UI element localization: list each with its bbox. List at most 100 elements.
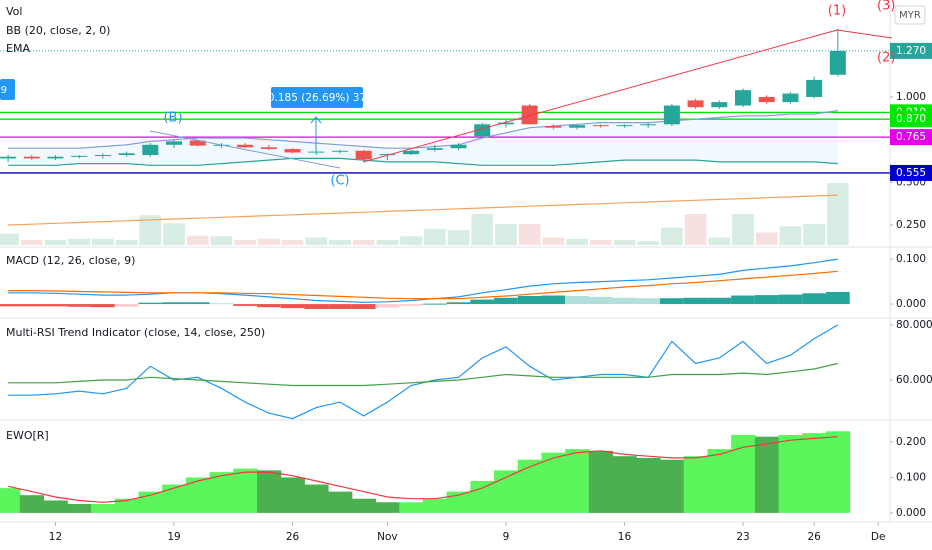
candle-body xyxy=(142,144,159,156)
volume-bar xyxy=(661,227,683,245)
x-tick-label: De xyxy=(871,531,886,543)
pane-title: EWO[R] xyxy=(6,429,49,442)
ewo-bar xyxy=(612,456,637,513)
ewo-bar xyxy=(67,504,92,513)
measure-box xyxy=(271,87,363,108)
volume-bar xyxy=(732,214,754,245)
candle-body xyxy=(663,105,680,125)
macd-histogram-bar xyxy=(19,304,44,307)
macd-histogram-bar xyxy=(91,304,115,308)
macd-histogram-bar xyxy=(660,298,684,305)
ewo-bar xyxy=(19,495,45,513)
volume-bar xyxy=(44,240,67,245)
ewo-bar xyxy=(43,500,68,513)
y-tick-label: 0.000 xyxy=(896,298,926,310)
ewo-bar xyxy=(707,449,732,513)
y-tick-label: 0.000 xyxy=(896,507,926,519)
y-tick-label: 0.100 xyxy=(896,253,926,265)
candle-body xyxy=(497,122,514,125)
x-tick-label: 19 xyxy=(167,531,180,543)
macd-histogram-bar xyxy=(162,302,186,305)
volume-bar xyxy=(566,238,588,245)
line-series xyxy=(7,436,838,503)
volume-bar xyxy=(755,232,778,245)
candle-body xyxy=(569,125,586,128)
macd-histogram-bar xyxy=(304,304,329,310)
macd-histogram-bar xyxy=(399,304,423,306)
ewo-bar xyxy=(328,491,353,513)
candle-body xyxy=(758,96,775,103)
macd-histogram-bar xyxy=(114,304,139,307)
candle-body xyxy=(829,50,846,75)
wave-label: (2) xyxy=(877,51,895,66)
price-tag-label: 0.555 xyxy=(896,167,926,179)
badge-label: 29 xyxy=(0,85,7,96)
candle-body xyxy=(308,151,325,153)
candle-body xyxy=(260,147,277,150)
ewo-bar xyxy=(778,434,803,513)
ewo-bar xyxy=(304,484,329,513)
candle-body xyxy=(687,100,704,108)
x-tick-label: Nov xyxy=(377,531,398,543)
legend-label: Vol xyxy=(6,5,22,18)
macd-histogram-bar xyxy=(754,295,779,305)
volume-bar xyxy=(684,214,707,245)
volume-bar xyxy=(518,223,541,245)
ewo-bar xyxy=(565,449,590,513)
ewo-bar xyxy=(399,502,424,513)
macd-histogram-bar xyxy=(802,293,826,305)
candle-body xyxy=(545,126,562,128)
ewo-bar xyxy=(825,431,851,513)
macd-histogram-bar xyxy=(43,304,68,307)
candle-body xyxy=(355,150,372,160)
volume-bar xyxy=(400,236,422,245)
candle-body xyxy=(426,148,443,150)
macd-histogram-bar xyxy=(256,304,281,308)
volume-bar xyxy=(471,214,494,245)
candle-body xyxy=(94,155,111,157)
price-tag-label: 1.270 xyxy=(896,45,926,57)
x-tick-label: 16 xyxy=(618,531,632,543)
y-tick-label: 0.200 xyxy=(896,436,926,448)
ewo-bar xyxy=(256,470,282,513)
volume-bar xyxy=(281,240,304,245)
ewo-bar xyxy=(802,433,827,513)
line-series xyxy=(8,270,838,300)
macd-histogram-bar xyxy=(280,304,305,309)
macd-histogram-bar xyxy=(233,304,257,306)
legend-label: EMA xyxy=(6,42,30,55)
volume-bar xyxy=(826,183,849,245)
macd-histogram-bar xyxy=(825,291,850,305)
candle-body xyxy=(379,154,396,156)
macd-histogram-bar xyxy=(731,295,755,305)
x-tick-label: 26 xyxy=(286,531,300,543)
candle-body xyxy=(237,144,254,148)
macd-histogram-bar xyxy=(683,297,708,305)
ewo-bar xyxy=(375,502,400,513)
line-series xyxy=(8,194,838,226)
price-tag xyxy=(890,42,932,59)
ewo-bar xyxy=(0,488,21,513)
price-tag xyxy=(890,129,932,146)
macd-histogram-bar xyxy=(328,304,352,310)
legend-label: BB (20, close, 2, 0) xyxy=(6,24,110,37)
ewo-bar xyxy=(185,477,211,513)
x-tick-label: 9 xyxy=(503,531,510,543)
volume-bar xyxy=(637,241,660,245)
macd-histogram-bar xyxy=(185,302,210,305)
ewo-bar xyxy=(162,484,187,513)
y-tick-label: 60.000 xyxy=(896,374,932,386)
macd-histogram-bar xyxy=(588,296,613,305)
volume-bar xyxy=(92,238,114,245)
macd-histogram-bar xyxy=(67,304,92,307)
volume-bar xyxy=(352,240,375,245)
wave-line xyxy=(836,29,893,39)
macd-histogram-bar xyxy=(422,303,447,305)
currency-button[interactable] xyxy=(894,5,926,25)
ewo-bar xyxy=(754,436,780,513)
macd-histogram-bar xyxy=(494,297,518,305)
macd-histogram-bar xyxy=(209,303,234,305)
candle-body xyxy=(782,93,799,103)
wave-line xyxy=(149,130,341,169)
candle-body xyxy=(592,125,609,127)
